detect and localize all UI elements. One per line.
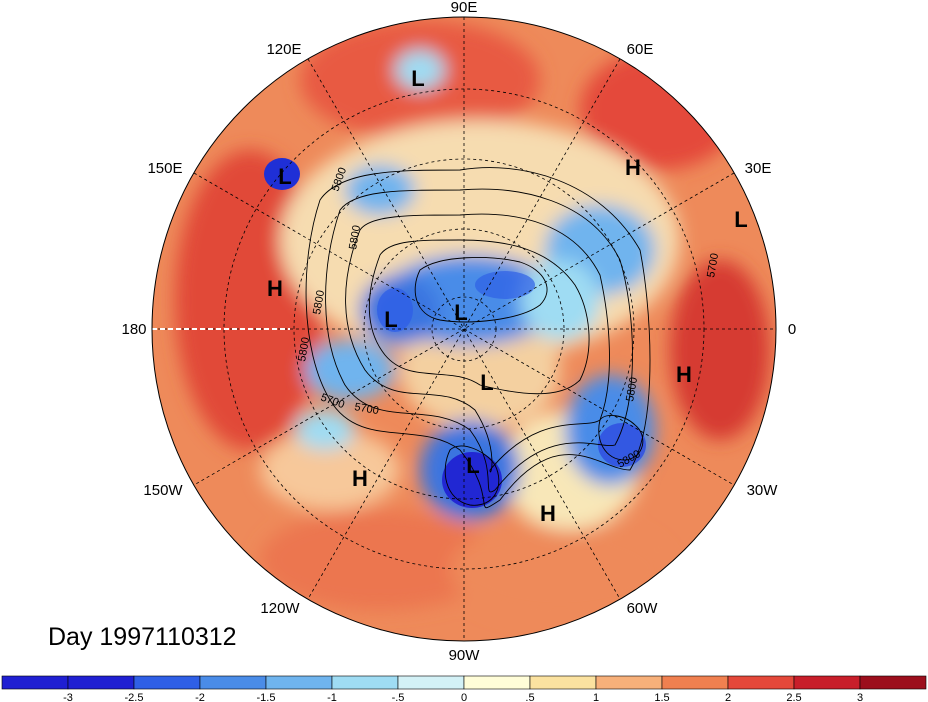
- pressure-centers: L L L L L L L L H H H H H: [267, 66, 748, 526]
- colorbar-tick-label: 3: [857, 692, 863, 702]
- contour-label: 5700: [705, 252, 721, 278]
- lon-label-60w: 60W: [627, 600, 659, 617]
- colorbar-tick-label: -2.5: [125, 692, 144, 702]
- colorbar-tick-label: 1: [593, 692, 599, 702]
- colorbar-box: [661, 675, 729, 690]
- colorbar-box: [529, 675, 597, 690]
- lon-label-180: 180: [121, 321, 146, 338]
- lon-label-90e: 90E: [451, 0, 478, 16]
- high-center: H: [540, 501, 556, 526]
- colorbar: -3 -2.5 -2 -1.5 -1 -.5 0 .5 1 1.5 2 2.5 3: [1, 675, 927, 702]
- colorbar-box: [727, 675, 795, 690]
- colorbar-tick-label: 1.5: [654, 692, 669, 702]
- colorbar-tick-label: -1.5: [257, 692, 276, 702]
- lon-label-0: 0: [788, 321, 796, 338]
- low-center: L: [466, 453, 479, 478]
- high-center: H: [267, 276, 283, 301]
- low-center: L: [454, 300, 467, 325]
- colorbar-box: [463, 675, 531, 690]
- colorbar-box: [331, 675, 399, 690]
- height-contours: [305, 167, 651, 509]
- low-center: L: [411, 66, 424, 91]
- colorbar-tick-label: -1: [327, 692, 337, 702]
- high-center: H: [352, 466, 368, 491]
- colorbar-tick-label: 2.5: [786, 692, 801, 702]
- lon-label-120w: 120W: [260, 600, 300, 617]
- colorbar-tick-label: -.5: [392, 692, 405, 702]
- colorbar-box: [265, 675, 333, 690]
- colorbar-tick-label: .5: [525, 692, 534, 702]
- contour-label: 5700: [353, 401, 379, 417]
- low-center: L: [480, 370, 493, 395]
- colorbar-tick-label: -2: [195, 692, 205, 702]
- colorbar-tick-label: -3: [63, 692, 73, 702]
- contour-label: 5800: [347, 224, 363, 250]
- anomaly-field: [152, 17, 776, 641]
- colorbar-box: [595, 675, 663, 690]
- low-center: L: [734, 207, 747, 232]
- colorbar-box: [1, 675, 69, 690]
- date-label: Day 1997110312: [48, 623, 237, 651]
- lon-label-150e: 150E: [147, 160, 182, 177]
- contour-label: 5800: [624, 376, 640, 402]
- colorbar-box: [397, 675, 465, 690]
- high-center: H: [676, 362, 692, 387]
- low-center: L: [278, 164, 291, 189]
- longitude-labels: 90E 60E 30E 0 30W 60W 90W 120W 150W 180 …: [121, 0, 796, 664]
- colorbar-tick-label: 0: [461, 692, 467, 702]
- lon-label-30w: 30W: [747, 482, 779, 499]
- colorbar-box: [199, 675, 267, 690]
- lon-label-150w: 150W: [143, 482, 183, 499]
- colorbar-box: [67, 675, 135, 690]
- lon-label-30e: 30E: [745, 160, 772, 177]
- lon-label-90w: 90W: [449, 647, 481, 664]
- contour-label: 5800: [296, 336, 312, 362]
- colorbar-box: [793, 675, 861, 690]
- colorbar-box: [133, 675, 201, 690]
- colorbar-tick-label: 2: [725, 692, 731, 702]
- graticule: [152, 17, 776, 641]
- high-center: H: [625, 155, 641, 180]
- contour-label: 5800: [311, 289, 327, 315]
- colorbar-box: [859, 675, 927, 690]
- low-center: L: [384, 307, 397, 332]
- lon-label-60e: 60E: [627, 41, 654, 58]
- lon-label-120e: 120E: [266, 41, 301, 58]
- map-boundary: [151, 16, 777, 642]
